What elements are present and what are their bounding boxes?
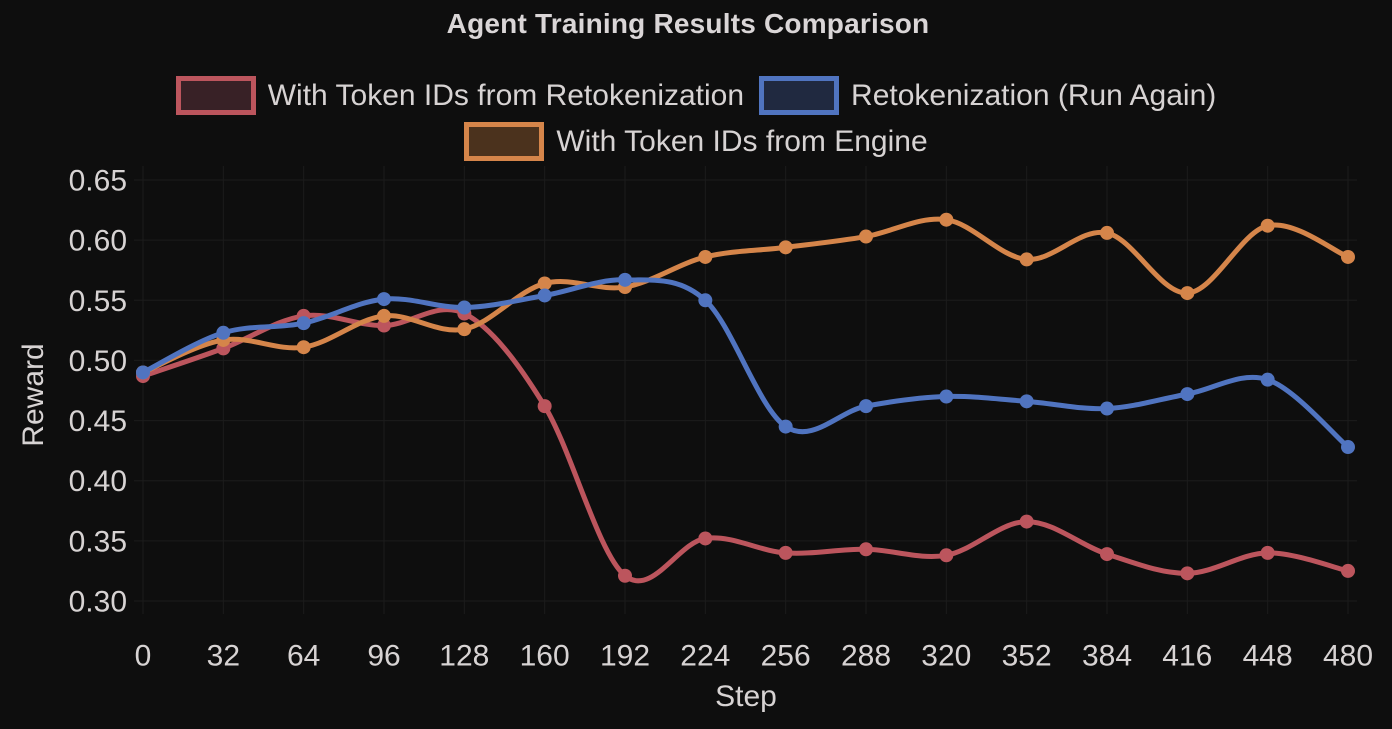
y-tick-label: 0.40 (69, 465, 127, 498)
data-point-marker (1260, 372, 1275, 387)
legend-swatch-blue (759, 76, 840, 115)
x-tick-label: 288 (841, 640, 891, 673)
x-tick-label: 128 (439, 640, 489, 673)
x-tick-label: 64 (287, 640, 320, 673)
data-point-marker (859, 229, 873, 244)
data-point-marker (778, 240, 793, 255)
data-point-marker (1100, 401, 1114, 416)
legend-label-retokenization: With Token IDs from Retokenization (267, 78, 745, 112)
data-point-marker (1019, 394, 1034, 409)
legend-row-1: With Token IDs from Retokenization Retok… (175, 76, 1216, 115)
data-point-marker (457, 300, 472, 315)
chart-legend: With Token IDs from Retokenization Retok… (0, 76, 1392, 161)
x-tick-label: 416 (1162, 640, 1212, 673)
x-tick-label: 96 (367, 640, 400, 673)
data-point-marker (296, 340, 311, 355)
data-point-marker (939, 212, 954, 227)
y-tick-label: 0.50 (69, 345, 127, 378)
data-point-marker (136, 365, 150, 380)
x-tick-label: 0 (135, 640, 152, 673)
data-point-marker (296, 316, 311, 331)
data-point-marker (1260, 545, 1275, 560)
data-point-marker (1019, 514, 1034, 529)
y-tick-label: 0.60 (69, 225, 127, 258)
x-tick-label: 320 (921, 640, 971, 673)
y-tick-label: 0.35 (69, 525, 127, 558)
data-point-marker (618, 568, 632, 583)
data-point-marker (618, 272, 632, 287)
x-tick-label: 224 (680, 640, 730, 673)
series-line-1 (140, 277, 1351, 450)
data-point-marker (939, 548, 954, 563)
data-point-marker (698, 249, 713, 264)
data-point-marker (537, 276, 552, 291)
y-tick-label: 0.45 (69, 405, 127, 438)
legend-label-run-again: Retokenization (Run Again) (851, 78, 1217, 112)
legend-item-retokenization: With Token IDs from Retokenization (175, 76, 745, 115)
data-point-marker (377, 292, 391, 307)
data-point-marker (939, 389, 954, 404)
data-point-marker (1260, 218, 1275, 233)
data-point-marker (1180, 286, 1195, 301)
x-axis-label: Step (715, 680, 777, 713)
legend-swatch-orange (464, 122, 545, 161)
data-point-marker (698, 531, 713, 546)
chart-title: Agent Training Results Comparison (446, 8, 930, 39)
series-line-0 (140, 307, 1351, 584)
data-point-marker (1100, 225, 1114, 240)
legend-row-2: With Token IDs from Engine (464, 122, 928, 161)
data-point-marker (1180, 566, 1195, 581)
legend-label-engine: With Token IDs from Engine (556, 124, 928, 158)
x-tick-label: 384 (1082, 640, 1132, 673)
legend-item-run-again: Retokenization (Run Again) (759, 76, 1216, 115)
x-tick-label: 160 (520, 640, 570, 673)
data-point-marker (377, 318, 391, 333)
data-point-marker (859, 399, 873, 414)
x-tick-label: 32 (207, 640, 240, 673)
y-axis-label: Reward (17, 343, 50, 447)
series-line-2 (140, 216, 1351, 375)
legend-swatch-red (175, 76, 256, 115)
legend-item-engine: With Token IDs from Engine (464, 122, 928, 161)
y-tick-label: 0.30 (69, 586, 127, 619)
x-tick-label: 480 (1323, 640, 1373, 673)
data-point-marker (377, 308, 391, 323)
data-point-marker (1019, 252, 1034, 267)
x-tick-label: 256 (761, 640, 811, 673)
data-point-marker (778, 545, 793, 560)
data-point-marker (537, 399, 552, 414)
data-point-marker (698, 293, 713, 308)
data-point-marker (457, 322, 472, 337)
y-tick-label: 0.55 (69, 285, 127, 318)
data-point-marker (537, 288, 552, 303)
data-point-marker (859, 542, 873, 557)
x-tick-label: 352 (1002, 640, 1052, 673)
x-tick-label: 448 (1243, 640, 1293, 673)
data-point-marker (1100, 547, 1114, 562)
y-tick-label: 0.65 (69, 165, 127, 198)
data-point-marker (1341, 249, 1355, 264)
data-point-marker (1341, 563, 1355, 578)
data-point-marker (778, 419, 793, 434)
data-point-marker (1341, 440, 1355, 455)
data-point-marker (216, 325, 231, 340)
data-point-marker (1180, 387, 1195, 402)
x-tick-label: 192 (600, 640, 650, 673)
